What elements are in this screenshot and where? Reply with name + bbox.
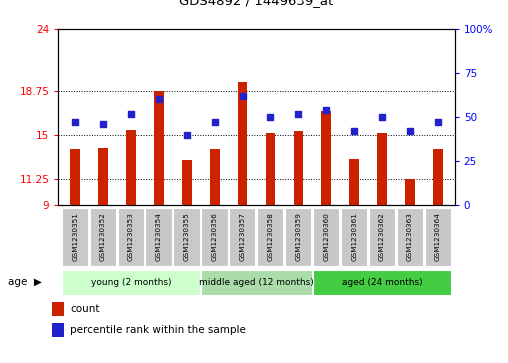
FancyBboxPatch shape xyxy=(257,208,283,266)
Bar xyxy=(70,149,80,205)
FancyBboxPatch shape xyxy=(62,270,200,295)
FancyBboxPatch shape xyxy=(313,270,451,295)
FancyBboxPatch shape xyxy=(285,208,311,266)
FancyBboxPatch shape xyxy=(425,208,451,266)
Point xyxy=(378,114,386,120)
FancyBboxPatch shape xyxy=(341,208,367,266)
Bar xyxy=(377,134,387,205)
FancyBboxPatch shape xyxy=(397,208,423,266)
Point xyxy=(99,121,107,127)
Point xyxy=(155,97,163,102)
Bar xyxy=(182,160,192,205)
Text: count: count xyxy=(70,303,100,314)
Text: GSM1230355: GSM1230355 xyxy=(184,212,190,261)
Point xyxy=(350,128,358,134)
FancyBboxPatch shape xyxy=(145,208,172,266)
Text: young (2 months): young (2 months) xyxy=(91,278,171,287)
Text: aged (24 months): aged (24 months) xyxy=(342,278,423,287)
Text: age  ▶: age ▶ xyxy=(8,277,42,287)
FancyBboxPatch shape xyxy=(201,270,312,295)
Bar xyxy=(322,111,331,205)
FancyBboxPatch shape xyxy=(117,208,144,266)
Point xyxy=(211,119,219,125)
Point xyxy=(127,111,135,117)
Text: GSM1230358: GSM1230358 xyxy=(268,212,273,261)
Text: GSM1230363: GSM1230363 xyxy=(407,212,413,261)
Bar xyxy=(266,134,275,205)
FancyBboxPatch shape xyxy=(173,208,200,266)
Bar xyxy=(154,91,164,205)
Bar xyxy=(405,179,415,205)
Text: GSM1230356: GSM1230356 xyxy=(212,212,218,261)
Bar xyxy=(52,323,64,337)
Bar xyxy=(52,302,64,316)
Text: GSM1230357: GSM1230357 xyxy=(240,212,245,261)
Bar xyxy=(210,149,219,205)
Point xyxy=(183,132,191,138)
Bar xyxy=(238,82,247,205)
FancyBboxPatch shape xyxy=(201,208,228,266)
Text: GSM1230351: GSM1230351 xyxy=(72,212,78,261)
Bar xyxy=(126,130,136,205)
FancyBboxPatch shape xyxy=(90,208,116,266)
Bar xyxy=(294,131,303,205)
Text: GSM1230354: GSM1230354 xyxy=(156,212,162,261)
FancyBboxPatch shape xyxy=(369,208,395,266)
Text: percentile rank within the sample: percentile rank within the sample xyxy=(70,325,246,335)
FancyBboxPatch shape xyxy=(313,208,339,266)
Text: GDS4892 / 1449639_at: GDS4892 / 1449639_at xyxy=(179,0,334,7)
Point xyxy=(239,93,247,99)
Text: GSM1230361: GSM1230361 xyxy=(351,212,357,261)
Point xyxy=(294,111,302,117)
Bar xyxy=(98,148,108,205)
Text: GSM1230352: GSM1230352 xyxy=(100,212,106,261)
Point xyxy=(434,119,442,125)
Text: GSM1230359: GSM1230359 xyxy=(295,212,301,261)
Point xyxy=(266,114,274,120)
FancyBboxPatch shape xyxy=(62,208,88,266)
Bar xyxy=(350,159,359,205)
Point xyxy=(322,107,330,113)
Bar xyxy=(433,149,443,205)
Text: GSM1230360: GSM1230360 xyxy=(323,212,329,261)
FancyBboxPatch shape xyxy=(229,208,256,266)
Point xyxy=(406,128,414,134)
Text: GSM1230353: GSM1230353 xyxy=(128,212,134,261)
Text: GSM1230364: GSM1230364 xyxy=(435,212,441,261)
Point xyxy=(71,119,79,125)
Text: middle aged (12 months): middle aged (12 months) xyxy=(199,278,314,287)
Text: GSM1230362: GSM1230362 xyxy=(379,212,385,261)
